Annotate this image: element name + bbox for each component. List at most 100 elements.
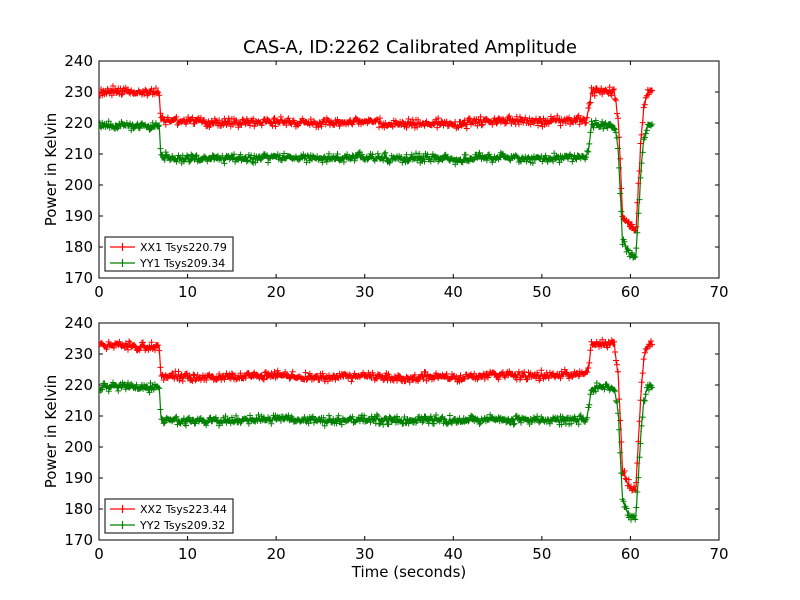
data-point [461,421,463,424]
y-tick-label: 240 [64,52,93,70]
data-point [275,156,277,158]
data-point [186,157,189,160]
data-point [319,122,322,124]
x-axis-label: Time (seconds) [351,563,467,581]
data-point [231,376,233,379]
data-point [585,119,587,121]
data-point [617,147,619,149]
y-tick-label: 180 [64,500,93,518]
data-point [590,387,593,389]
data-point [617,409,619,411]
data-point [275,120,277,123]
x-tick-label: 60 [621,545,640,563]
data-point [619,427,622,430]
series-markers [99,117,655,261]
data-point [649,384,651,386]
data-point [151,387,153,389]
data-point [434,374,437,377]
y-tick-label: 240 [64,314,93,332]
y-tick-label: 170 [64,269,93,287]
data-point [590,91,593,93]
data-point [588,147,590,149]
data-point [115,343,118,346]
data-point [133,387,136,389]
data-point [645,128,648,130]
data-point [186,120,189,123]
legend: XX2 Tsys223.44 YY2 Tsys209.32 [104,498,234,534]
y-tick-label: 200 [64,176,93,194]
x-tick-label: 20 [267,545,286,563]
data-point [629,252,632,254]
x-tick-label: 50 [532,545,551,563]
data-point [231,122,233,124]
data-point [613,387,616,389]
data-point [363,120,366,123]
data-point [651,387,654,389]
data-point [461,378,463,380]
data-point [99,91,100,93]
data-point [588,109,590,112]
data-point [637,477,640,479]
data-point [613,343,616,346]
data-point [621,212,624,214]
data-point [613,91,616,93]
data-point [651,343,654,346]
data-point [585,418,587,420]
x-tick-label: 50 [532,283,551,301]
data-point [319,376,322,379]
data-point [151,91,153,93]
data-point [651,91,654,93]
figure-title: CAS-A, ID:2262 Calibrated Amplitude [243,37,577,58]
legend-box [104,498,234,534]
data-point [541,419,543,422]
data-point [637,440,640,442]
data-point [158,387,161,389]
data-point [619,168,622,171]
data-point [617,371,619,374]
data-point [160,119,162,121]
data-point [363,418,366,420]
data-point [625,480,627,482]
data-point [640,168,642,171]
x-tick-label: 40 [444,283,463,301]
legend-label: XX1 Tsys220.79 [140,241,227,254]
data-point [470,157,472,160]
data-point [470,419,472,422]
data-point [160,374,162,377]
data-point [496,418,499,420]
data-point [640,430,642,433]
x-tick-label: 10 [178,283,197,301]
data-point [99,345,100,348]
data-point [275,374,277,377]
data-point [461,125,463,127]
data-point [186,376,189,379]
x-tick-label: 30 [355,545,374,563]
data-point [434,156,437,158]
series-yy2 [99,379,655,523]
data-point [470,374,472,377]
data-point [541,374,543,377]
x-tick-label: 10 [178,545,197,563]
data-point [151,345,153,348]
legend-label: YY2 Tsys209.32 [139,519,225,532]
x-tick-label: 60 [621,283,640,301]
data-point [585,373,587,375]
data-point [603,385,605,388]
series-markers [99,336,655,494]
data-point [642,106,645,109]
data-point [645,390,648,393]
data-point [275,418,277,420]
chart-panel-top: 0 10 20 30 40 50 60 70 170 180 190 200 210 220 230 240 P… [42,52,729,301]
legend-box [104,236,234,272]
x-tick-label: 0 [94,545,104,563]
data-point [640,390,642,393]
data-point [637,184,640,186]
x-tick-label: 70 [709,545,728,563]
data-point [603,89,605,92]
data-point [541,157,543,160]
data-point [634,255,637,258]
series-yy1 [99,117,655,261]
data-point [634,517,637,520]
data-point [99,125,100,127]
data-point [158,91,161,93]
